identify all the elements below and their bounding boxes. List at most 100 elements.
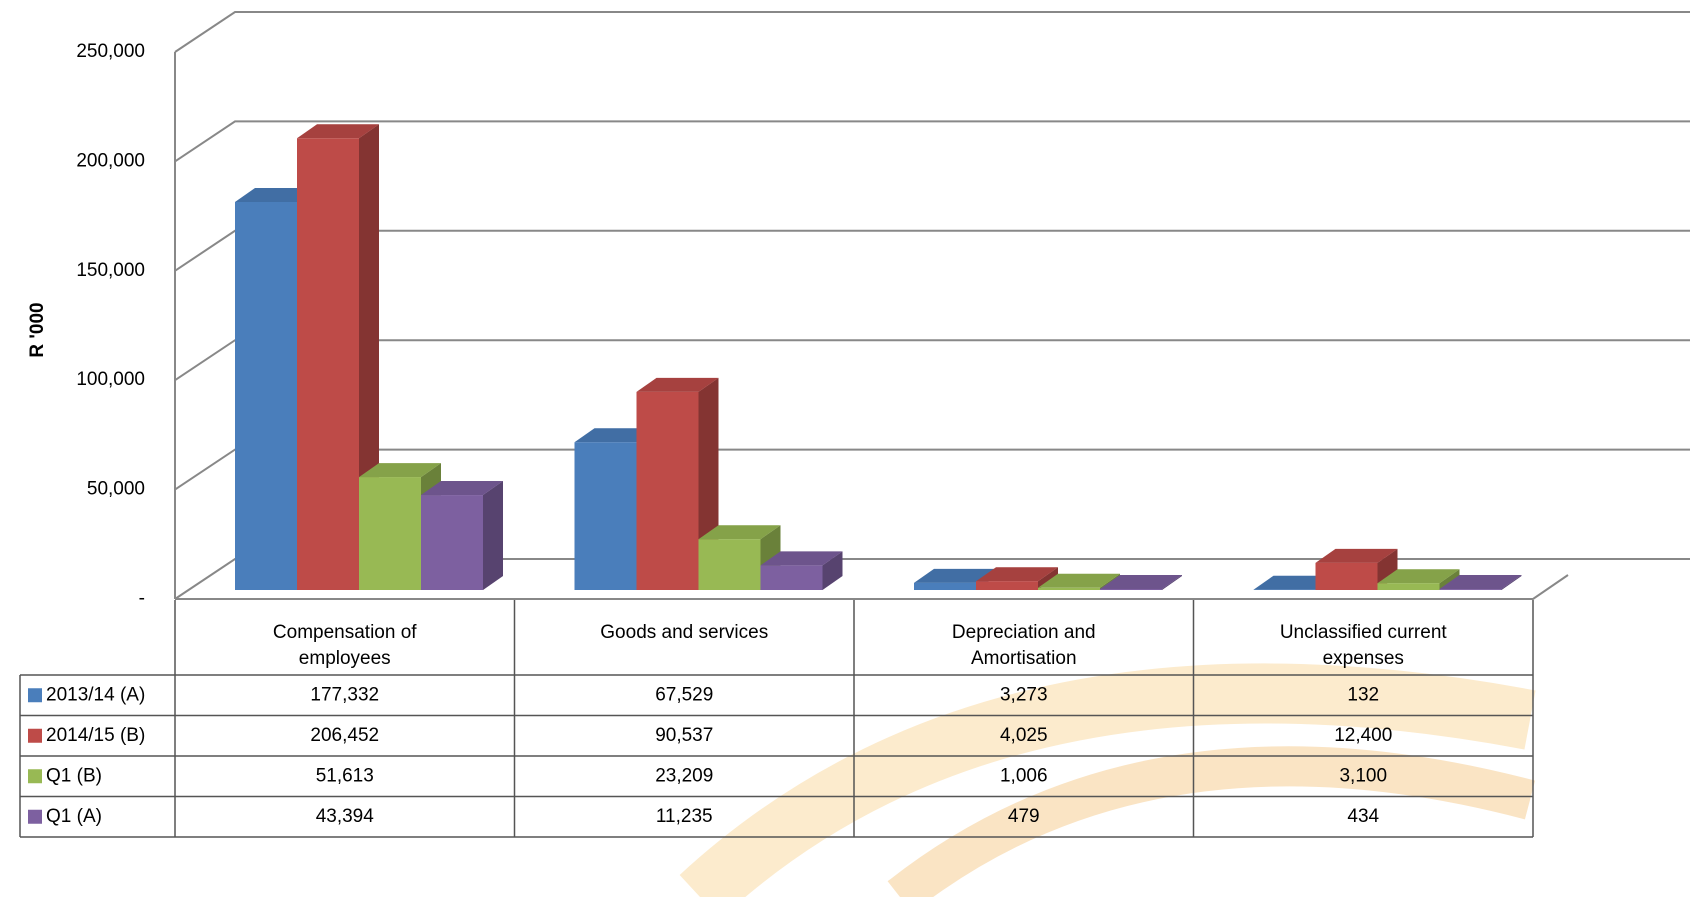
y-tick-label: 250,000 — [76, 41, 145, 62]
y-axis-label: R '000 — [27, 302, 48, 357]
bar-top — [976, 567, 1058, 582]
bar-front — [698, 539, 761, 590]
bar — [1100, 574, 1182, 590]
bar-side — [1439, 569, 1460, 590]
table-cell: 4,025 — [1000, 725, 1048, 746]
bar-front — [1038, 587, 1100, 590]
bar-top — [698, 525, 781, 540]
y-tick-label: 100,000 — [76, 369, 145, 390]
bar-top-shade — [1439, 575, 1522, 590]
bar-top-shade — [421, 481, 503, 496]
bar-top-shade — [636, 377, 719, 392]
bar — [636, 377, 719, 590]
bar-side — [1501, 575, 1522, 590]
watermark — [887, 746, 1536, 897]
bar-top — [359, 463, 441, 478]
table-cell: 3,100 — [1339, 765, 1387, 786]
floor-edge — [175, 574, 1569, 600]
table-cell: 132 — [1347, 684, 1379, 705]
bar-top — [636, 377, 719, 392]
table-cell: 23,209 — [655, 765, 713, 786]
grid-line — [174, 339, 1690, 382]
bar-top — [574, 428, 657, 443]
bar — [1377, 569, 1460, 590]
bar-side — [822, 551, 843, 590]
bar-top — [1038, 573, 1120, 588]
bar-top-shade — [359, 463, 441, 478]
bar-top — [421, 481, 503, 496]
bar-front — [235, 201, 297, 590]
legend-swatch — [28, 769, 42, 784]
bar — [421, 481, 503, 590]
bar-front — [636, 391, 699, 590]
watermark — [679, 663, 1536, 897]
bar-front — [914, 582, 976, 590]
bar-top — [297, 124, 379, 139]
bar-side — [1377, 548, 1398, 590]
bar-top-shade — [1377, 569, 1460, 584]
bar-side — [483, 481, 503, 590]
category-label: Unclassified current expenses — [1279, 622, 1447, 669]
y-tick-label: 150,000 — [76, 260, 145, 281]
bar-side-shade — [1501, 575, 1522, 590]
category-label: Goods and services — [600, 622, 769, 643]
bar-top-shade — [976, 567, 1058, 582]
bar-side — [1038, 567, 1058, 590]
bar-top-shade — [235, 187, 317, 202]
grid-line — [174, 11, 1690, 53]
bar — [976, 567, 1058, 590]
table-cell: 90,537 — [655, 725, 713, 746]
bar-top — [1439, 575, 1522, 590]
legend-label: 2013/14 (A) — [46, 684, 145, 705]
bar-top-shade — [1253, 575, 1336, 590]
table-cell: 43,394 — [316, 806, 375, 827]
bar-side-shade — [1377, 548, 1398, 590]
y-tick-label: - — [139, 588, 145, 609]
legend-label: Q1 (A) — [46, 806, 102, 827]
table-cell: 67,529 — [655, 684, 713, 705]
grid-line — [174, 229, 1690, 272]
bar-top — [760, 551, 843, 566]
bar-side-shade — [1038, 567, 1058, 590]
bar — [1439, 575, 1522, 590]
bar-side-shade — [1439, 569, 1460, 590]
bar-front — [574, 442, 637, 590]
bar-top-shade — [1100, 574, 1182, 589]
bar-front — [976, 581, 1038, 590]
table-cell: 3,273 — [1000, 684, 1048, 705]
bar-top-shade — [698, 525, 781, 540]
bar-side-shade — [483, 481, 503, 590]
category-label: Compensation of employees — [272, 622, 417, 669]
bar-top-shade — [1315, 548, 1398, 563]
bar-top-shade — [1038, 573, 1120, 588]
bar-front — [421, 495, 483, 590]
bar-top — [1253, 575, 1336, 590]
bar-top-shade — [914, 568, 996, 583]
y-tick-label: 200,000 — [76, 150, 145, 171]
legend-swatch — [28, 688, 42, 703]
bar-top-shade — [574, 428, 657, 443]
bar-top — [1100, 574, 1182, 589]
table-cell: 206,452 — [310, 725, 379, 746]
bar-top — [1315, 548, 1398, 563]
bar-front — [297, 138, 359, 590]
table-cell: 177,332 — [310, 684, 379, 705]
table-cell: 12,400 — [1334, 725, 1392, 746]
category-label: Depreciation and Amortisation — [951, 622, 1096, 669]
table-cell: 434 — [1347, 806, 1379, 827]
legend-swatch — [28, 728, 42, 743]
bar-side-shade — [822, 551, 843, 590]
bar-front — [760, 565, 823, 590]
legend-label: Q1 (B) — [46, 765, 102, 786]
y-tick-label: 50,000 — [87, 479, 145, 500]
bar-top — [1377, 569, 1460, 584]
table-cell: 51,613 — [316, 765, 374, 786]
table-cell: 1,006 — [1000, 765, 1048, 786]
bar-front — [1315, 562, 1378, 590]
legend-label: 2014/15 (B) — [46, 725, 145, 746]
bar-front — [359, 477, 421, 590]
bar-front — [1377, 583, 1440, 590]
table-cell: 11,235 — [656, 806, 713, 827]
